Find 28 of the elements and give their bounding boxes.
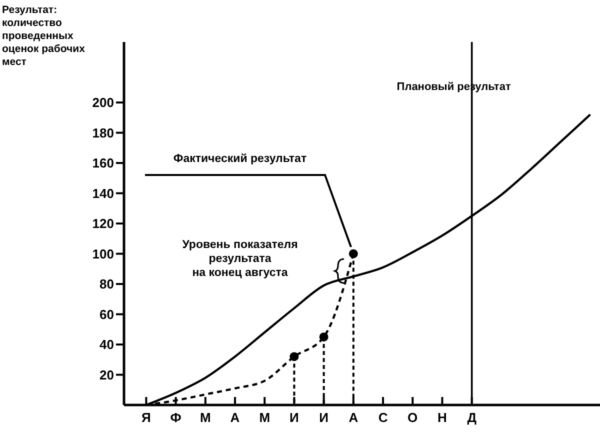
y-tick-label: 200 [92,95,114,110]
y-tick-label: 20 [100,367,114,382]
x-tick-label: Я [142,410,151,425]
x-tick-label: М [200,410,211,425]
y-tick-label: 60 [100,306,114,322]
x-tick-label: С [378,410,388,425]
y-tick-label: 100 [92,246,114,262]
x-tick-label: А [230,410,240,425]
point [319,332,328,342]
y-tick-label: 80 [100,276,114,292]
point [348,249,358,258]
x-tick-label: И [319,410,328,425]
x-tick-label: Д [467,410,478,425]
x-tick-label: Н [438,410,447,425]
x-tick-label: М [259,410,270,425]
annotation: Уровень показателя результата на конец августа [182,239,298,279]
x-tick-label: И [290,410,299,425]
y-tick-label: 40 [100,337,114,352]
y-tick-label: 120 [92,216,114,232]
x-tick-label: Ф [170,410,182,425]
x-tick-label: А [348,410,359,425]
y-tick-label: 140 [92,186,114,201]
x-tick-label: О [408,410,418,425]
y-axis-title: Результат: количество проведенных оценок рабочих мест [2,4,86,69]
annotation: Фактический результат [173,153,307,165]
y-tick-label: 180 [92,125,114,140]
y-tick-label: 160 [92,156,114,171]
point [290,352,299,362]
